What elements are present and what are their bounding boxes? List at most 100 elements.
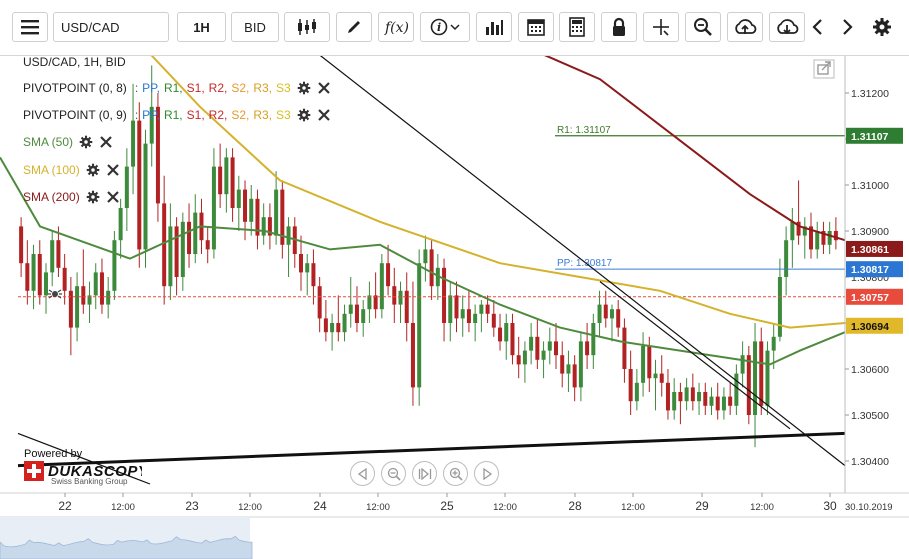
candle-body: [236, 189, 241, 208]
candle-body: [466, 309, 471, 323]
price-type-select[interactable]: BID: [231, 12, 279, 42]
crosshair-button[interactable]: [643, 12, 679, 42]
r1-badge: 1.31107: [851, 131, 889, 143]
candle-body: [435, 267, 440, 287]
candle-body: [342, 313, 347, 333]
crosshair-icon: [653, 19, 669, 36]
candle-body: [68, 290, 73, 328]
svg-text:f(x): f(x): [384, 20, 408, 36]
candle-body: [124, 166, 129, 208]
candle-body: [404, 290, 409, 323]
zoom-button[interactable]: [685, 12, 721, 42]
svg-text:i: i: [437, 21, 441, 34]
timeframe-select[interactable]: 1H: [177, 12, 226, 42]
x-tick-label: 23: [185, 499, 199, 513]
scroll-right-button[interactable]: [834, 12, 860, 42]
candle-body: [827, 231, 832, 245]
symbol-select[interactable]: USD/CAD: [53, 12, 169, 42]
zoom-in-button[interactable]: [443, 461, 468, 486]
calculator-button[interactable]: [559, 12, 595, 42]
powered-by-text: Powered by: [24, 448, 83, 460]
gear-icon[interactable]: [79, 135, 93, 149]
close-icon[interactable]: [106, 163, 120, 177]
zoom-icon: [694, 18, 712, 36]
candle-body: [317, 286, 322, 319]
candle-body: [118, 208, 123, 241]
gear-icon[interactable]: [297, 81, 311, 95]
pp-badge: 1.30817: [851, 264, 889, 276]
y-tick-label: 1.30900: [851, 226, 889, 238]
sma-200-badge-bg: [846, 240, 903, 257]
trend-line-support: [17, 431, 846, 468]
x-tick-label: 22: [58, 499, 72, 513]
lock-button[interactable]: [601, 12, 637, 42]
candle-body: [647, 346, 652, 379]
legend-sma-200[interactable]: SMA (200): [23, 188, 120, 206]
chart-toolbar: USD/CAD 1H BID f(x) i: [0, 0, 909, 56]
settings-button[interactable]: [866, 12, 898, 42]
close-icon[interactable]: [317, 108, 331, 122]
bar-chart-button[interactable]: [476, 12, 512, 42]
triangle-right-icon: [482, 467, 492, 480]
candle-body: [653, 373, 658, 379]
sma-50-line: [0, 156, 846, 366]
download-button[interactable]: [769, 12, 805, 42]
candle-body: [442, 267, 447, 323]
candle-body: [759, 341, 764, 406]
pivot-2-r3: R3,: [253, 108, 273, 122]
legend-pivot-1[interactable]: PIVOTPOINT (0, 8) : PP, R1, S1, R2, S2, …: [23, 79, 331, 97]
price-type-label: BID: [244, 19, 266, 35]
sma-100-label: SMA (100): [23, 163, 80, 177]
gear-icon[interactable]: [297, 108, 311, 122]
candle-body: [703, 392, 708, 406]
trend-line-ray: [17, 432, 151, 485]
overview-strip[interactable]: [0, 516, 909, 559]
triangle-left-icon: [357, 467, 367, 480]
candle-body: [802, 226, 807, 236]
candle-body: [641, 346, 646, 383]
gear-icon[interactable]: [86, 190, 100, 204]
close-icon[interactable]: [317, 81, 331, 95]
candle-body: [491, 313, 496, 328]
candle-body: [155, 106, 160, 204]
function-button[interactable]: f(x): [378, 12, 414, 42]
candle-body: [218, 166, 223, 195]
lock-icon: [613, 17, 625, 36]
candle-body: [554, 341, 559, 356]
upload-button[interactable]: [727, 12, 763, 42]
draw-button[interactable]: [336, 12, 372, 42]
gear-icon[interactable]: [86, 163, 100, 177]
menu-button[interactable]: [12, 12, 48, 42]
candle-body: [62, 267, 67, 291]
nav-forward-button[interactable]: [474, 461, 499, 486]
candle-body: [19, 226, 24, 264]
calendar-button[interactable]: [518, 12, 554, 42]
candle-body: [597, 304, 602, 323]
y-tick-label: 1.31000: [851, 180, 889, 192]
chart-navigation: [350, 461, 499, 486]
candle-body: [771, 336, 776, 351]
candle-body: [709, 396, 714, 406]
zoom-out-button[interactable]: [381, 461, 406, 486]
y-tick-label: 1.30600: [851, 364, 889, 376]
chart-type-button[interactable]: [284, 12, 330, 42]
close-icon[interactable]: [99, 135, 113, 149]
spider-icon: [48, 289, 62, 299]
candle-body: [87, 295, 92, 305]
candle-body: [721, 396, 726, 411]
legend-pivot-2[interactable]: PIVOTPOINT (0, 9) : PP, R1, S1, R2, S2, …: [23, 106, 331, 124]
scroll-left-button[interactable]: [805, 12, 831, 42]
expand-icon[interactable]: [813, 59, 835, 79]
sma-200-label: SMA (200): [23, 190, 80, 204]
close-icon[interactable]: [106, 190, 120, 204]
nav-back-button[interactable]: [350, 461, 375, 486]
candle-body: [143, 143, 148, 250]
legend-sma-100[interactable]: SMA (100): [23, 161, 120, 179]
candle-body: [616, 309, 621, 328]
info-button[interactable]: i: [420, 12, 470, 42]
reset-view-button[interactable]: [412, 461, 437, 486]
candle-body: [267, 217, 272, 236]
legend-sma-50[interactable]: SMA (50): [23, 133, 113, 151]
candle-body: [672, 392, 677, 411]
candle-body: [50, 240, 55, 273]
